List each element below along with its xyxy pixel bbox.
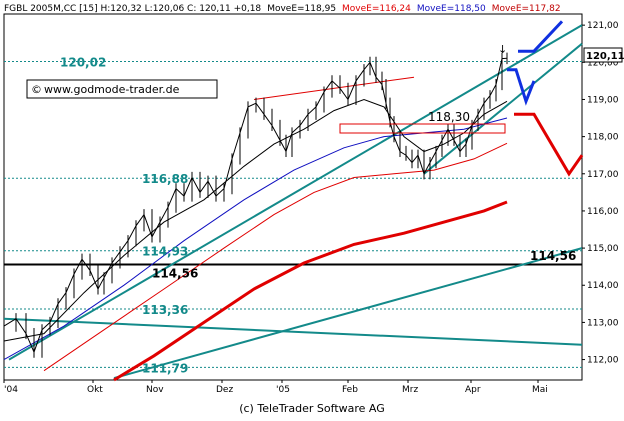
x-tick-label: '04 — [4, 385, 18, 395]
x-tick-label: Feb — [342, 385, 358, 395]
level-label: 114,56 — [152, 266, 198, 280]
y-tick-label: 113,00 — [587, 318, 619, 328]
level-label: 120,02 — [60, 56, 106, 70]
y-axis-ticks: 121,00 120,00 119,00 118,00 117,00 116,00 115,… — [582, 21, 619, 366]
x-axis-ticks: '04 Okt Nov Dez '05 Feb Mrz Apr Mai — [3, 380, 548, 395]
x-tick-label: Mrz — [402, 385, 418, 395]
level-labels: 120,02 116,88 114,93 114,56 113,36 111,79 — [60, 56, 198, 376]
y-tick-label: 121,00 — [587, 21, 619, 31]
level-label: 116,88 — [142, 172, 188, 186]
trend-line — [423, 42, 583, 175]
y-tick-label: 119,00 — [587, 95, 619, 105]
x-tick-label: '05 — [276, 385, 290, 395]
y-tick-label: 115,00 — [587, 244, 619, 254]
marker-label: ↓ — [498, 43, 507, 56]
header-move-2: MoveE=116,24 — [342, 4, 411, 14]
y-tick-label: 116,00 — [587, 207, 619, 217]
ma-red-thin — [43, 142, 508, 372]
trend-line — [8, 24, 583, 361]
trend-lines — [3, 24, 583, 380]
level-label: 114,93 — [142, 245, 188, 259]
level-label: 111,79 — [142, 361, 188, 375]
price-series — [3, 52, 508, 358]
trend-line — [113, 247, 583, 380]
footer: (c) TeleTrader Software AG — [239, 402, 385, 415]
last-price-box — [583, 47, 623, 63]
price-line — [3, 57, 508, 354]
x-tick-label: Okt — [87, 385, 103, 395]
box-label: 118,30 — [428, 110, 470, 124]
projection-red — [514, 112, 584, 177]
ma-red-thick — [113, 200, 508, 382]
projection-blue-2 — [507, 68, 536, 106]
watermark-box — [26, 79, 218, 99]
copyright-icon: © — [31, 83, 42, 96]
header-move-4: MoveE=117,82 — [492, 4, 561, 14]
last-price-label: 120,11 — [586, 51, 624, 62]
level-label: 113,36 — [142, 303, 188, 317]
y-tick-label: 114,00 — [587, 281, 619, 291]
range-box — [339, 123, 506, 134]
x-tick-label: Dez — [216, 385, 233, 395]
trend-line — [253, 76, 415, 100]
y-tick-label: 112,00 — [587, 356, 619, 366]
projections — [507, 20, 584, 177]
projection-blue — [518, 20, 564, 53]
x-tick-label: Nov — [146, 385, 164, 395]
y-tick-label: 120,00 — [587, 58, 619, 68]
watermark-text: www.godmode-trader.de — [44, 83, 180, 96]
trend-line — [3, 317, 583, 346]
y-tick-label: 118,00 — [587, 133, 619, 143]
header-symbol: FGBL 2005M,CC [15] H:120,32 L:120,06 C: … — [4, 4, 261, 14]
ma-blue — [3, 117, 508, 361]
x-tick-label: Apr — [465, 385, 481, 395]
moving-averages — [3, 98, 508, 382]
right-level-label: 114,56 — [530, 249, 576, 263]
level-lines — [4, 61, 582, 368]
header-move-3: MoveE=118,50 — [417, 4, 486, 14]
y-tick-label: 117,00 — [587, 170, 619, 180]
ma-black — [3, 98, 508, 342]
x-tick-label: Mai — [532, 385, 548, 395]
header-move-1: MoveE=118,95 — [267, 4, 336, 14]
